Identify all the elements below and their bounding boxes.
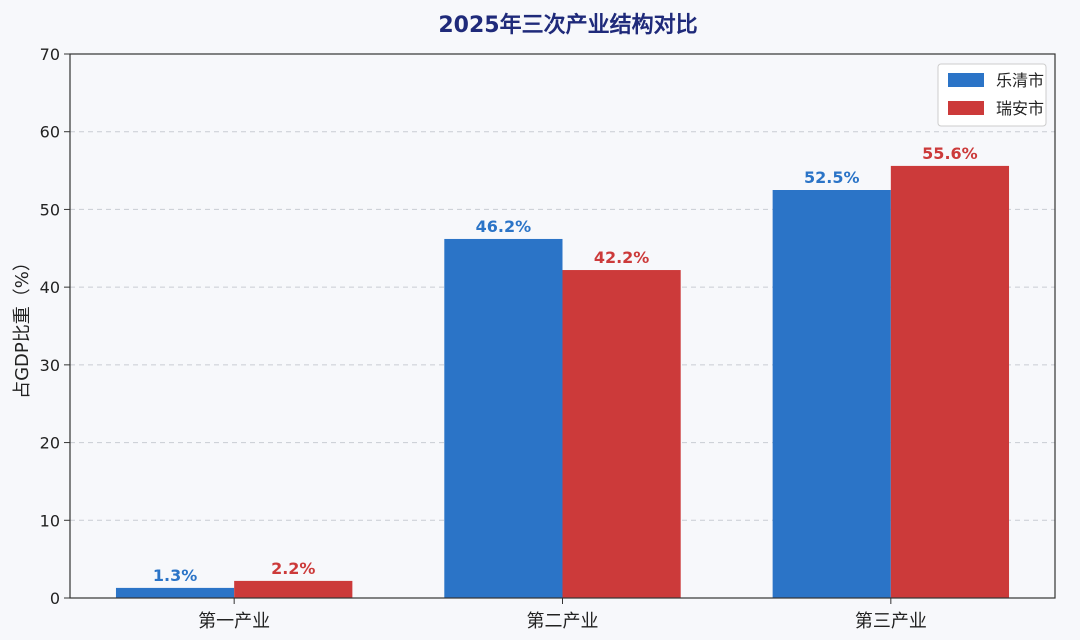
legend-label-ra: 瑞安市 xyxy=(996,99,1044,118)
bar-lq-2 xyxy=(772,190,891,598)
y-tick-label: 30 xyxy=(40,356,60,375)
y-tick-label: 60 xyxy=(40,123,60,142)
data-label: 42.2% xyxy=(594,248,650,267)
x-tick-label: 第二产业 xyxy=(527,611,599,632)
bar-lq-0 xyxy=(115,587,235,598)
bar-lq-1 xyxy=(444,238,563,598)
bar-ra-1 xyxy=(562,270,681,598)
y-tick-label: 20 xyxy=(40,434,60,453)
legend-swatch-ra xyxy=(948,101,984,115)
data-labels: 1.3% 2.2% 46.2% 42.2% 52.5% 55.6% xyxy=(153,144,978,585)
legend-label-lq: 乐清市 xyxy=(996,71,1044,90)
x-axis: 第一产业 第二产业 第三产业 xyxy=(198,598,927,632)
y-axis-label: 占GDP比重（%） xyxy=(12,253,33,399)
y-tick-label: 70 xyxy=(40,45,60,64)
y-tick-label: 0 xyxy=(50,589,60,608)
data-label: 52.5% xyxy=(804,168,860,187)
y-axis: 0 10 20 30 40 50 60 70 xyxy=(40,45,70,608)
legend-swatch-lq xyxy=(948,73,984,87)
y-tick-label: 50 xyxy=(40,200,60,219)
bar-ra-2 xyxy=(890,165,1010,598)
x-tick-label: 第一产业 xyxy=(198,611,270,632)
data-label: 55.6% xyxy=(922,144,978,163)
data-label: 2.2% xyxy=(271,559,315,578)
bar-ra-0 xyxy=(234,580,353,598)
legend: 乐清市 瑞安市 xyxy=(937,63,1047,127)
y-tick-label: 40 xyxy=(40,278,60,297)
data-label: 46.2% xyxy=(476,217,532,236)
y-tick-label: 10 xyxy=(40,511,60,530)
chart-title: 2025年三次产业结构对比 xyxy=(438,12,697,38)
bars xyxy=(115,165,1010,598)
x-tick-label: 第三产业 xyxy=(855,611,927,632)
data-label: 1.3% xyxy=(153,566,197,585)
